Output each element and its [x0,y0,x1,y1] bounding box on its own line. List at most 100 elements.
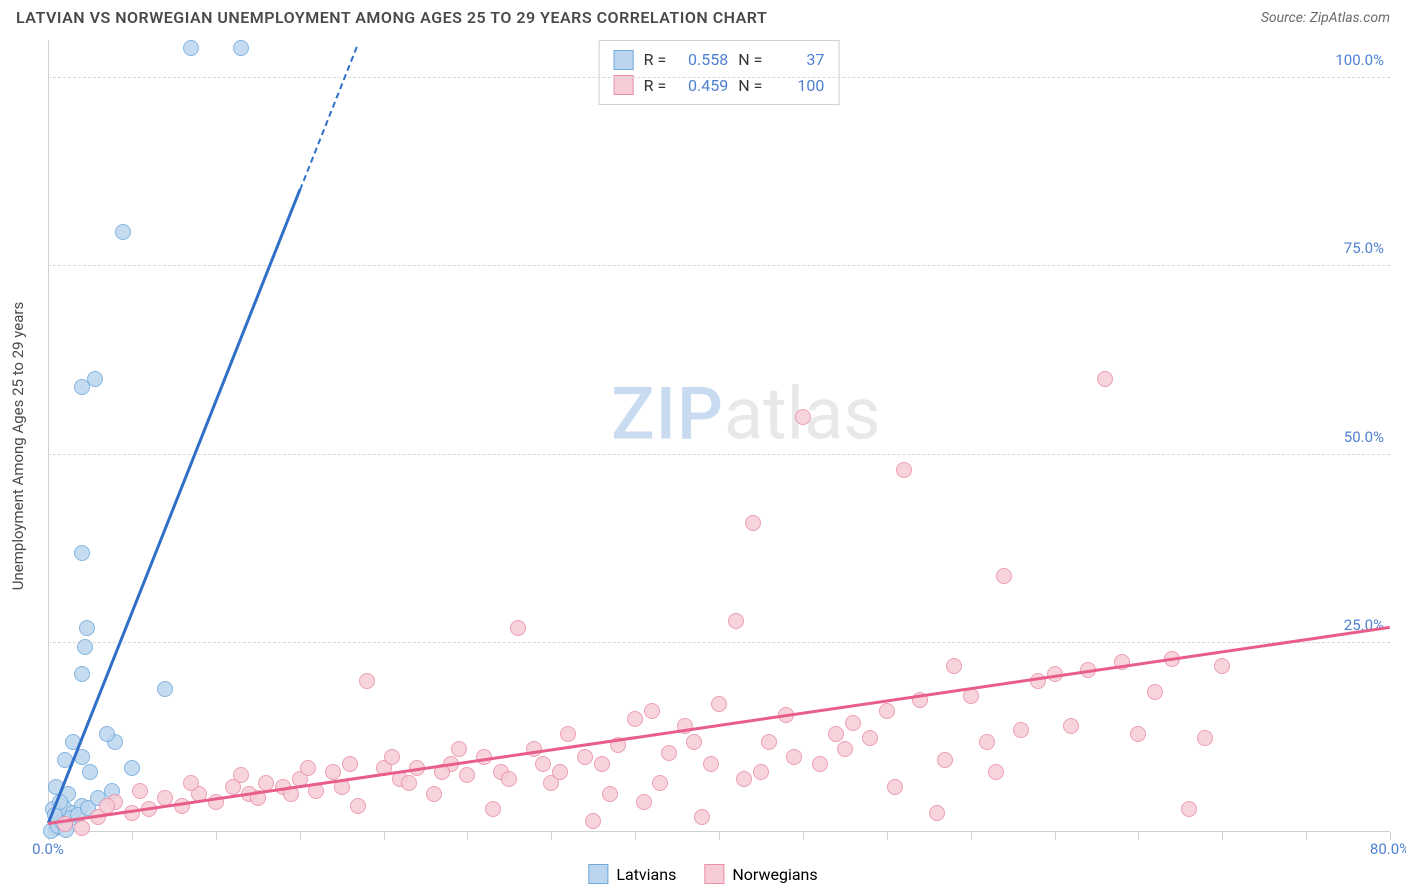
data-point [300,760,316,776]
y-tick-label: 100.0% [1335,51,1384,69]
data-point [350,798,366,814]
stats-row-latvian: R = 0.558 N = 37 [614,47,825,73]
data-point [124,760,140,776]
data-point [74,820,90,836]
data-point [862,730,878,746]
y-tick-label: 50.0% [1344,428,1384,446]
grid-line [48,454,1390,455]
x-tick [1306,832,1307,840]
data-point [963,688,979,704]
scatter-plot: ZIPatlas R = 0.558 N = 37 R = 0.459 N = … [48,40,1390,852]
x-tick [635,832,636,840]
data-point [401,775,417,791]
data-point [946,658,962,674]
x-tick [300,832,301,840]
grid-line [48,642,1390,643]
watermark: ZIPatlas [611,371,880,456]
y-axis-line [48,40,49,832]
legend-swatch-norwegian [704,864,724,884]
data-point [812,756,828,772]
data-point [157,681,173,697]
data-point [652,775,668,791]
x-tick [887,832,888,840]
data-point [325,764,341,780]
data-point [745,515,761,531]
x-tick [1390,832,1391,840]
bottom-legend: Latvians Norwegians [588,864,817,884]
data-point [585,813,601,829]
trend-line-dashed [299,46,358,190]
data-point [1063,718,1079,734]
data-point [77,639,93,655]
legend-label-norwegian: Norwegians [732,865,817,884]
data-point [560,726,576,742]
data-point [1181,801,1197,817]
plot-area: Unemployment Among Ages 25 to 29 years Z… [48,40,1390,852]
legend-label-latvian: Latvians [616,865,676,884]
data-point [753,764,769,780]
data-point [124,805,140,821]
data-point [686,734,702,750]
x-tick [132,832,133,840]
data-point [736,771,752,787]
data-point [74,666,90,682]
data-point [342,756,358,772]
x-tick [719,832,720,840]
r-label: R = [644,47,667,73]
data-point [627,711,643,727]
x-tick [467,832,468,840]
data-point [896,462,912,478]
source-label: Source: ZipAtlas.com [1261,10,1390,26]
data-point [485,801,501,817]
trend-line [48,626,1390,825]
data-point [828,726,844,742]
data-point [937,752,953,768]
swatch-latvian [614,50,634,70]
data-point [636,794,652,810]
data-point [1147,684,1163,700]
data-point [459,767,475,783]
data-point [535,756,551,772]
data-point [87,371,103,387]
x-tick [1055,832,1056,840]
n-label: N = [738,47,762,73]
x-tick [971,832,972,840]
data-point [183,775,199,791]
data-point [510,620,526,636]
data-point [845,715,861,731]
legend-item-norwegian: Norwegians [704,864,817,884]
n-value-latvian: 37 [772,47,824,73]
data-point [929,805,945,821]
data-point [1197,730,1213,746]
data-point [694,809,710,825]
x-tick [384,832,385,840]
data-point [99,798,115,814]
x-tick [803,832,804,840]
y-tick-label: 75.0% [1344,239,1384,257]
y-axis-label: Unemployment Among Ages 25 to 29 years [9,302,27,590]
grid-line [48,265,1390,266]
x-tick [551,832,552,840]
data-point [761,734,777,750]
data-point [233,40,249,56]
data-point [879,703,895,719]
data-point [552,764,568,780]
swatch-norwegian [614,75,634,95]
data-point [426,786,442,802]
data-point [837,741,853,757]
data-point [74,545,90,561]
data-point [1130,726,1146,742]
data-point [451,741,467,757]
data-point [644,703,660,719]
data-point [887,779,903,795]
data-point [786,749,802,765]
data-point [703,756,719,772]
data-point [1013,722,1029,738]
x-tick-label: 80.0% [1370,840,1406,858]
data-point [79,620,95,636]
data-point [728,613,744,629]
data-point [602,786,618,802]
data-point [795,409,811,425]
data-point [979,734,995,750]
legend-item-latvian: Latvians [588,864,676,884]
